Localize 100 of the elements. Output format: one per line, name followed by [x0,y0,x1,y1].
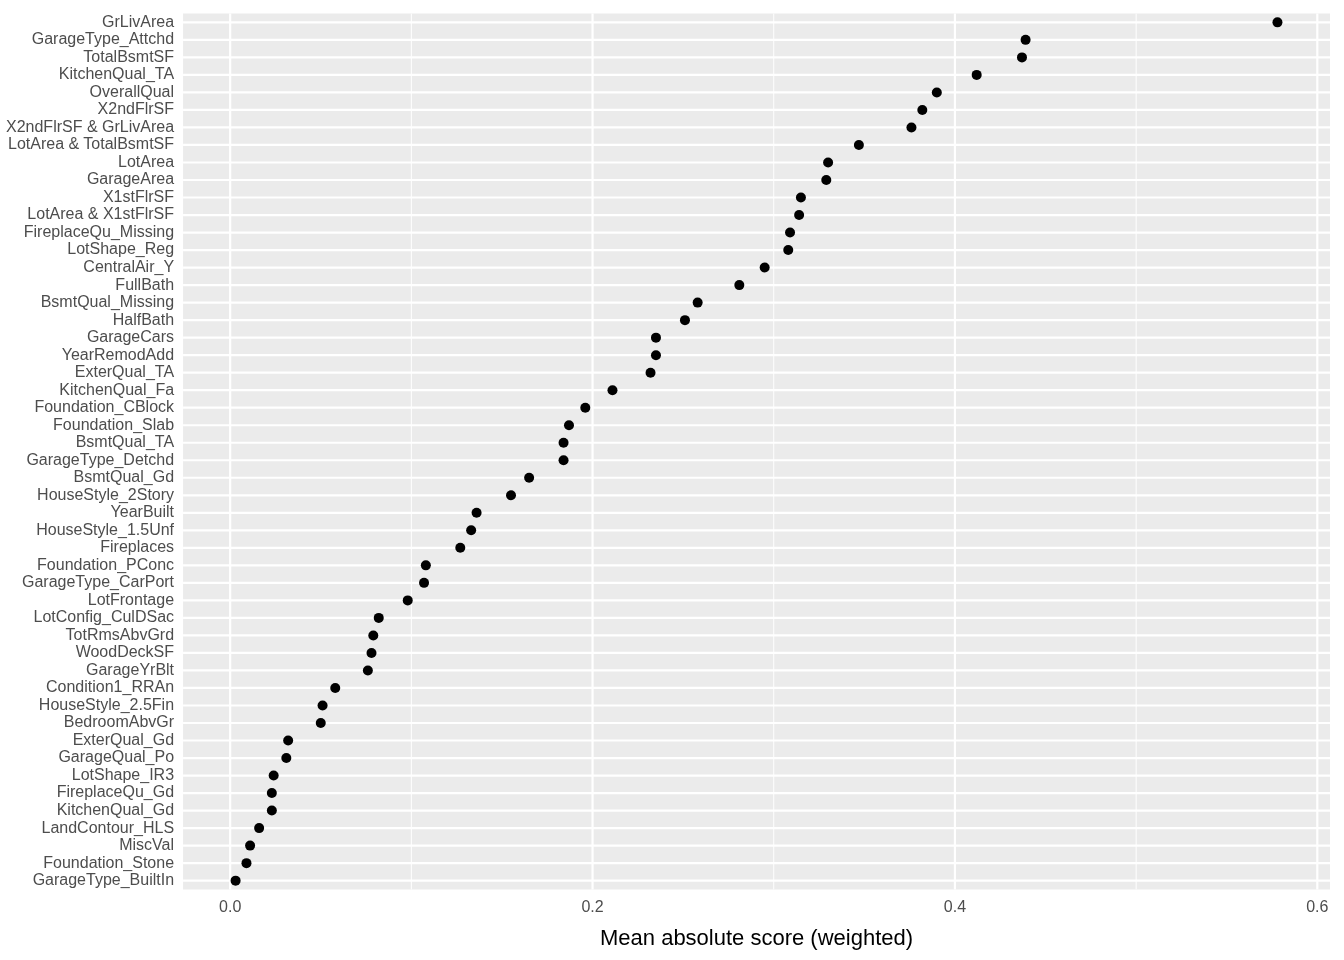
y-tick-label: Foundation_Stone [43,853,175,872]
point [931,87,942,98]
point [266,805,277,816]
y-tick-label: KitchenQual_Fa [59,380,175,399]
y-tick-label: LotArea & TotalBsmtSF [8,135,175,153]
point [366,647,377,658]
x-tick-label: 0.0 [219,898,242,916]
point [524,472,535,483]
y-tick-label: BsmtQual_TA [75,433,175,452]
point [230,875,241,886]
y-tick-label: Condition1_RRAn [45,678,175,697]
y-tick-label: LotArea [118,152,175,170]
point [330,682,341,693]
point [783,245,794,256]
point [821,175,832,185]
x-tick-label: 0.2 [581,898,604,916]
y-tick-label: LotFrontage [87,590,175,608]
point [645,367,656,378]
point [650,350,661,361]
point [245,840,256,851]
point [362,665,373,676]
y-tick-label: GarageType_BuiltIn [32,871,175,890]
y-tick-label: TotRmsAbvGrd [65,625,175,643]
point [506,490,517,501]
point [785,227,796,238]
y-tick-label: CentralAir_Y [83,257,175,276]
point [283,735,294,746]
y-tick-label: KitchenQual_TA [58,65,175,84]
y-tick-label: OverallQual [89,82,175,100]
y-tick-label: BedroomAbvGr [63,713,175,731]
y-tick-label: FireplaceQu_Missing [23,222,175,241]
point [1016,52,1027,63]
y-tick-label: LotShape_IR3 [71,765,175,784]
x-tick-label: 0.4 [943,898,967,916]
point [558,455,569,466]
y-tick-label: Fireplaces [100,538,175,556]
point [315,718,326,728]
y-tick-label: BsmtQual_Missing [40,293,175,312]
point [853,139,864,150]
point [563,420,574,431]
y-tick-label: GrLivArea [102,12,175,30]
point [679,315,690,326]
y-tick-label: YearRemodAdd [61,345,175,363]
y-tick-label: HalfBath [112,310,175,328]
y-tick-label: HouseStyle_2.5Fin [38,695,175,714]
point [759,262,770,273]
point [795,192,806,203]
point [607,385,618,396]
y-tick-label: LotShape_Reg [67,240,175,259]
x-axis-title: Mean absolute score (weighted) [600,924,914,950]
point [971,69,982,80]
point [1020,34,1031,45]
point [794,210,805,221]
point [558,437,569,448]
x-tick-label: 0.6 [1306,898,1329,916]
y-tick-label: LotConfig_CulDSac [33,608,175,627]
y-tick-label: FireplaceQu_Gd [56,783,175,802]
y-tick-label: HouseStyle_2Story [37,485,175,504]
y-tick-label: ExterQual_Gd [72,730,175,749]
point [692,297,703,308]
y-tick-label: FullBath [115,275,175,293]
point [580,402,591,413]
point [1272,17,1283,28]
y-tick-label: LandContour_HLS [41,818,175,837]
point [419,577,430,588]
y-tick-label: LotArea & X1stFlrSF [27,205,175,223]
point [917,104,928,115]
y-tick-label: ExterQual_TA [74,363,175,382]
point [823,157,834,168]
point [281,753,292,764]
point [455,542,466,553]
y-tick-label: GarageType_CarPort [21,573,175,592]
y-tick-label: X2ndFlrSF & GrLivArea [5,117,175,135]
point [368,630,379,641]
y-tick-label: HouseStyle_1.5Unf [36,520,175,539]
point [734,280,745,291]
y-tick-label: YearBuilt [110,503,175,521]
y-tick-label: GarageType_Detchd [26,450,175,469]
y-tick-label: WoodDeckSF [75,643,175,661]
point [906,122,917,133]
y-tick-label: GarageType_Attchd [31,30,175,49]
point [402,595,413,606]
y-tick-label: Foundation_CBlock [34,398,176,417]
point [650,332,661,343]
y-tick-label: X2ndFlrSF [97,100,175,118]
point [373,612,384,623]
y-tick-label: TotalBsmtSF [83,47,175,65]
point [420,560,431,571]
y-tick-label: X1stFlrSF [102,187,175,205]
y-tick-label: GarageCars [86,328,175,346]
point [266,788,277,799]
y-tick-label: GarageYrBlt [86,660,175,678]
y-tick-label: GarageArea [86,170,175,188]
y-tick-label: Foundation_PConc [37,555,175,574]
y-tick-label: GarageQual_Po [58,748,175,767]
point [317,700,328,711]
y-tick-label: KitchenQual_Gd [56,800,175,819]
point [254,823,265,834]
y-tick-label: BsmtQual_Gd [73,468,175,487]
point [466,525,477,536]
